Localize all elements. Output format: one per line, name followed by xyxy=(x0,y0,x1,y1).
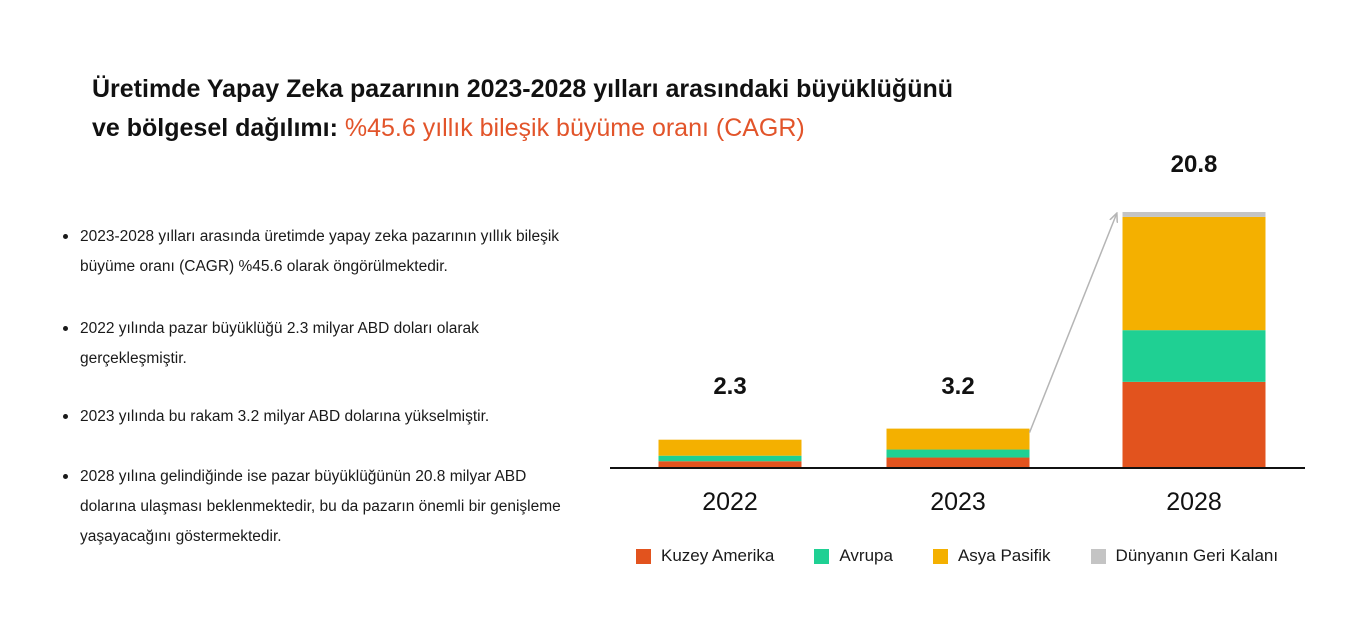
category-label-2022: 2022 xyxy=(702,488,758,516)
bar-2028-kuzey-amerika xyxy=(1122,381,1266,468)
bar-2028-avrupa xyxy=(1122,330,1266,382)
bar-2028-d-nyan-n-geri-kalan- xyxy=(1122,212,1266,217)
legend-item-2: Asya Pasifik xyxy=(932,546,1051,566)
legend-swatch xyxy=(932,548,948,564)
bullet-cagr: 2023-2028 yılları arasında üretimde yapa… xyxy=(58,222,578,282)
legend-item-0: Kuzey Amerika xyxy=(636,546,774,566)
legend-label: Dünyanın Geri Kalanı xyxy=(1115,546,1279,565)
growth-arrow xyxy=(1028,214,1117,433)
bar-2022-asya-pasifik xyxy=(658,439,802,456)
legend-item-3: Dünyanın Geri Kalanı xyxy=(1090,546,1279,566)
category-label-2023: 2023 xyxy=(930,488,986,516)
bullet-2028: 2028 yılına gelindiğinde ise pazar büyük… xyxy=(58,462,578,552)
total-label-2023: 3.2 xyxy=(941,373,974,400)
total-label-2028: 20.8 xyxy=(1171,151,1218,178)
bullet-2022: 2022 yılında pazar büyüklüğü 2.3 milyar … xyxy=(58,314,578,374)
chart-legend: Kuzey Amerika Avrupa Asya Pasifik Dünyanın … xyxy=(636,546,1278,566)
bar-2022-avrupa xyxy=(658,455,802,462)
legend-swatch xyxy=(1090,548,1106,564)
legend-label: Kuzey Amerika xyxy=(661,546,775,565)
chart-title: Üretimde Yapay Zeka pazarının 2023-2028 … xyxy=(92,70,1092,148)
bullet-2023: 2023 yılında bu rakam 3.2 milyar ABD dol… xyxy=(58,402,578,432)
bar-2023-asya-pasifik xyxy=(886,428,1030,450)
bar-2023-avrupa xyxy=(886,449,1030,458)
legend-swatch xyxy=(636,548,651,564)
title-line-2: ve bölgesel dağılımı: %45.6 yıllık bileş… xyxy=(92,109,1092,148)
legend-label: Avrupa xyxy=(839,546,893,565)
title-cagr-highlight: %45.6 yıllık bileşik büyüme oranı (CAGR) xyxy=(344,114,805,142)
bar-2023-kuzey-amerika xyxy=(886,457,1030,468)
title-line-1: Üretimde Yapay Zeka pazarının 2023-2028 … xyxy=(92,75,954,103)
legend-label: Asya Pasifik xyxy=(957,546,1051,565)
bar-2022-kuzey-amerika xyxy=(658,461,802,468)
legend-item-1: Avrupa xyxy=(814,546,893,566)
bar-2028-asya-pasifik xyxy=(1122,216,1266,331)
legend-swatch xyxy=(814,548,830,564)
key-facts-list: 2023-2028 yılları arasında üretimde yapa… xyxy=(58,222,578,552)
title-line-2-bold: ve bölgesel dağılımı: xyxy=(92,114,338,142)
category-label-2028: 2028 xyxy=(1166,488,1222,516)
stacked-bar-chart: 2.3 2022 3.2 2023 20.8 2028 xyxy=(610,151,1305,516)
total-label-2022: 2.3 xyxy=(713,373,746,400)
